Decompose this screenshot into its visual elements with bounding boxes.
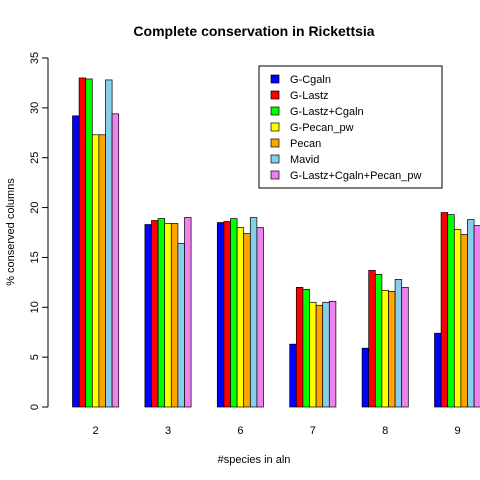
legend-label: G-Lastz+Cgaln+Pecan_pw (290, 170, 422, 182)
bar (98, 134, 106, 408)
bar (460, 234, 468, 408)
y-tick-label: 30 (29, 102, 41, 114)
bars (72, 77, 480, 408)
bar (453, 229, 462, 408)
legend-swatch (270, 170, 280, 180)
bar (289, 343, 297, 408)
bar (170, 223, 179, 408)
bar (322, 301, 330, 408)
bar (177, 243, 185, 408)
legend-swatch (270, 90, 280, 100)
bar (230, 218, 238, 408)
bar (216, 222, 225, 408)
bar (447, 214, 455, 408)
bar (91, 134, 100, 408)
bar (473, 225, 480, 408)
legend-swatch (270, 154, 280, 164)
chart-title: Complete conservation in Rickettsia (133, 23, 374, 39)
y-tick-label: 10 (29, 301, 41, 313)
bar (368, 270, 376, 408)
legend-swatch (270, 106, 280, 116)
bar (105, 79, 113, 408)
bar (85, 78, 93, 408)
y-tick-label: 5 (29, 354, 41, 360)
x-tick-label: 7 (310, 425, 316, 437)
x-tick-label: 3 (165, 425, 171, 437)
legend-swatch (270, 138, 280, 148)
y-tick-label: 25 (29, 152, 41, 164)
bar (434, 332, 442, 408)
legend-box (258, 65, 443, 189)
bar (361, 347, 370, 408)
bar (315, 304, 324, 408)
legend-label: G-Lastz (290, 90, 329, 102)
bar (381, 289, 389, 408)
legend-label: G-Lastz+Cgaln (290, 106, 364, 118)
bar (72, 115, 80, 408)
y-tick-label: 20 (29, 201, 41, 213)
y-tick-label: 15 (29, 251, 41, 263)
x-tick-label: 8 (382, 425, 388, 437)
bar (151, 220, 159, 408)
bar (249, 217, 258, 408)
legend-label: Mavid (290, 154, 319, 166)
bar (374, 274, 383, 408)
x-axis-label: #species in aln (218, 454, 291, 466)
bar (111, 113, 120, 408)
x-tick-label: 2 (93, 425, 99, 437)
legend-swatch (270, 74, 280, 84)
legend-label: Pecan (290, 138, 321, 150)
x-tick-label: 6 (237, 425, 243, 437)
bar (164, 223, 172, 408)
bar (243, 233, 251, 408)
bar (467, 219, 475, 408)
bar (394, 279, 403, 408)
bar (401, 286, 409, 408)
bar (295, 286, 304, 408)
bar (184, 217, 192, 408)
bar (256, 227, 264, 408)
bar (388, 290, 396, 408)
bar (309, 301, 317, 408)
x-tick-label: 9 (455, 425, 461, 437)
bar (157, 218, 166, 408)
legend: G-Cgaln G-Lastz G-Lastz+Cgaln G-Pecan_pw Pec… (258, 65, 443, 189)
bar (440, 212, 449, 408)
legend-swatch (270, 122, 280, 132)
legend-label: G-Cgaln (290, 74, 331, 86)
bar (78, 77, 87, 408)
bar (236, 227, 245, 408)
y-tick-label: 35 (29, 52, 41, 64)
bar (144, 224, 152, 408)
bar (328, 300, 337, 408)
bar (223, 221, 231, 408)
bar (302, 288, 310, 408)
y-axis: 0 5 10 15 20 25 30 35 (29, 52, 49, 410)
y-tick-label: 0 (29, 404, 41, 410)
legend-label: G-Pecan_pw (290, 122, 354, 134)
y-axis-label: % conserved columns (5, 178, 17, 286)
x-tick-labels: 236789total (93, 425, 461, 437)
